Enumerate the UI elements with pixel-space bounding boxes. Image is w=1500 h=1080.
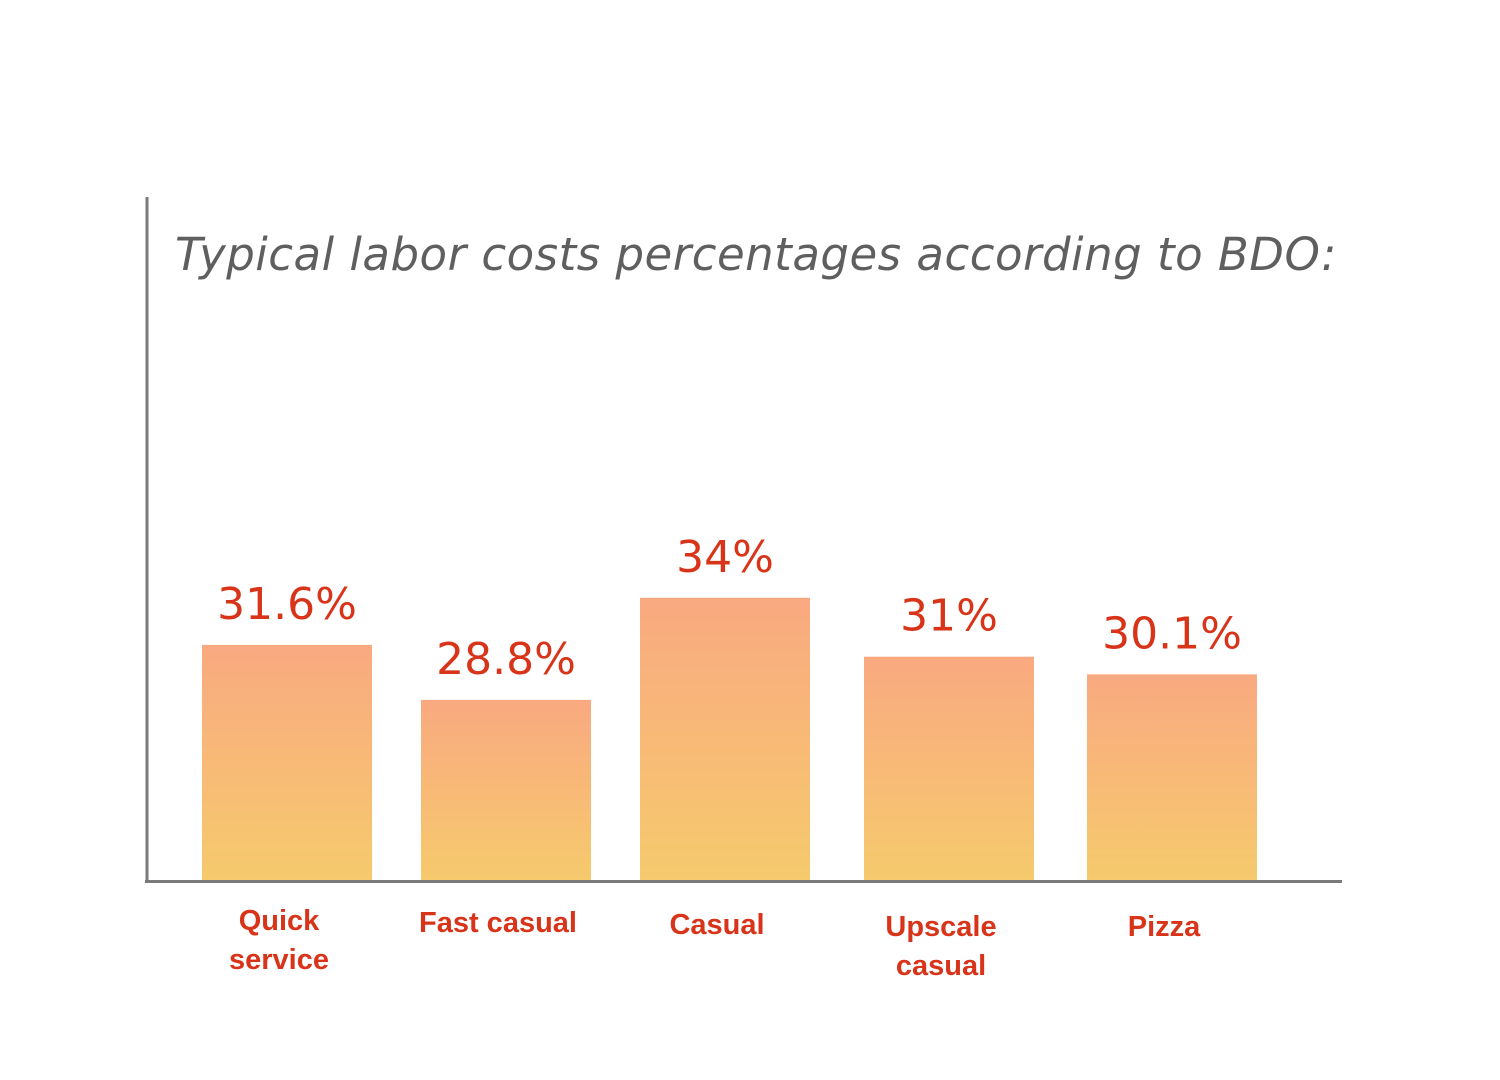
- data-label: 34%: [676, 532, 774, 583]
- data-label: 31.6%: [217, 579, 357, 630]
- bar-0: [202, 644, 372, 880]
- chart-title: Typical labor costs percentages accordin…: [175, 228, 1337, 281]
- bar-2: [640, 597, 810, 880]
- bar-1: [421, 699, 591, 880]
- bar-4: [1087, 674, 1257, 880]
- x-tick-label: Upscale casual: [885, 911, 997, 982]
- x-tick-label: Quick service: [229, 905, 329, 976]
- bar-3: [864, 656, 1034, 880]
- data-label: 30.1%: [1102, 608, 1242, 659]
- x-tick-label: Casual: [669, 909, 765, 941]
- data-label: 31%: [900, 591, 998, 642]
- x-tick-label: Pizza: [1127, 911, 1201, 943]
- data-label: 28.8%: [436, 634, 576, 685]
- x-tick-label: Fast casual: [419, 907, 577, 939]
